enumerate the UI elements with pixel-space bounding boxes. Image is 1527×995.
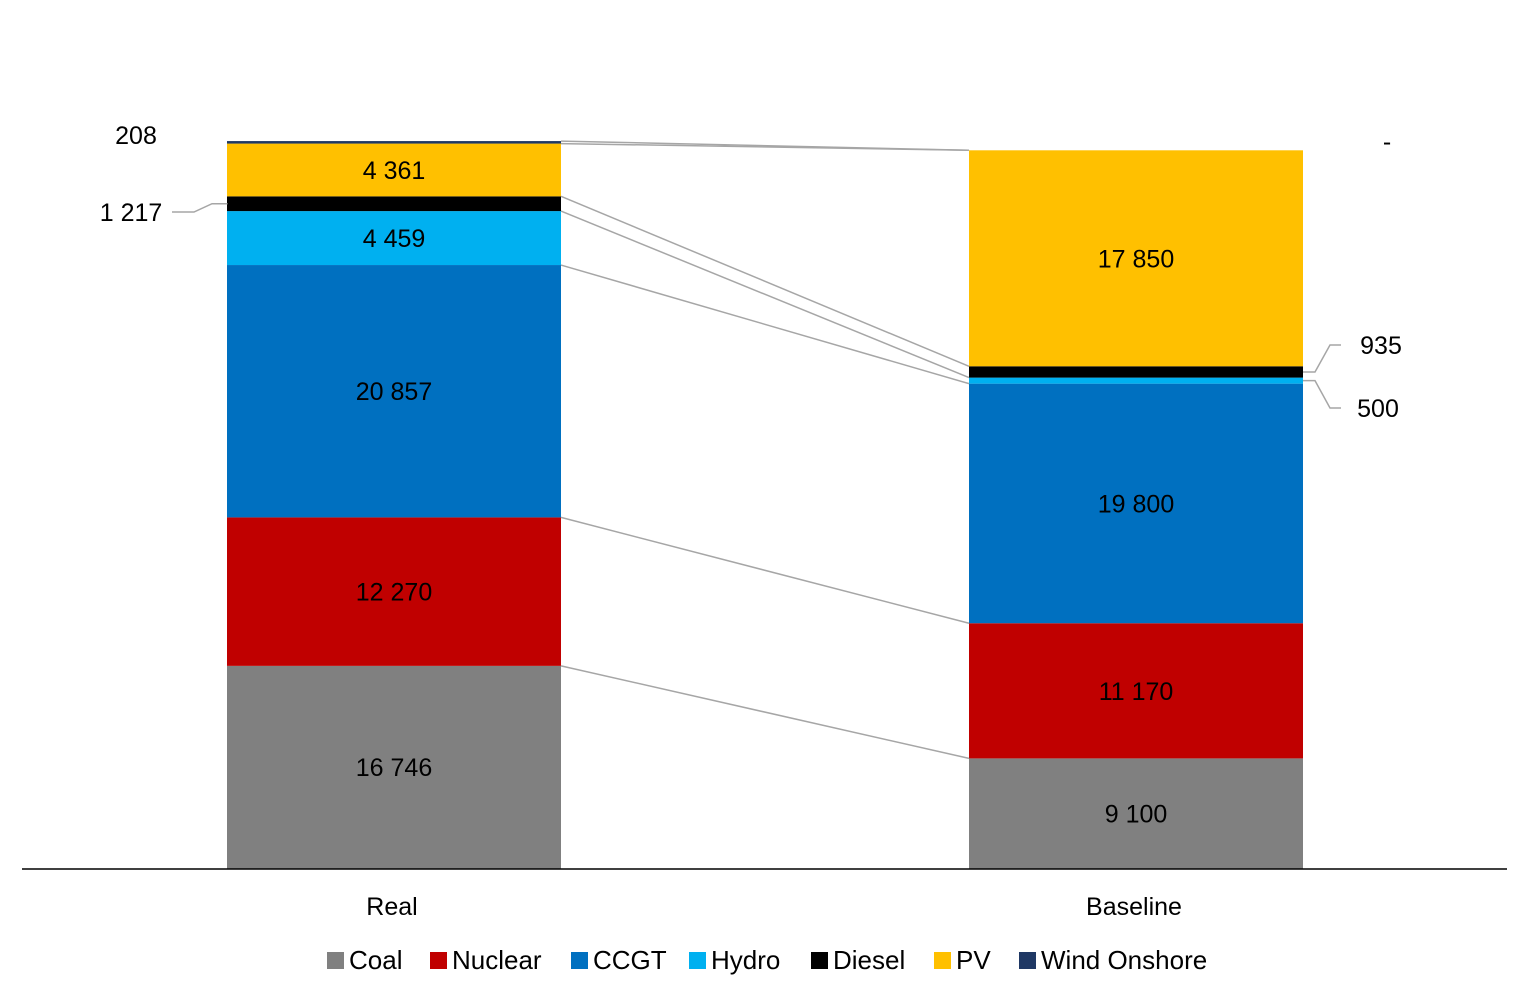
category-label-baseline: Baseline (1086, 893, 1182, 921)
label-baseline-pv: 17 850 (1098, 245, 1174, 273)
legend: Coal Nuclear CCGT Hydro Diesel PV Wind Onshore (327, 945, 1207, 975)
bar-baseline-diesel (969, 366, 1303, 378)
legend-swatch-wind-onshore (1019, 952, 1036, 969)
bar-baseline-coal (969, 758, 1303, 869)
bar-real-hydro (227, 211, 561, 266)
leader-baseline-diesel (1303, 344, 1341, 373)
bar-baseline-ccgt (969, 383, 1303, 624)
connector-coal (560, 665, 970, 760)
label-real-diesel: 1 217 (100, 199, 163, 227)
connector-wind-onshore (560, 140, 970, 152)
legend-swatch-nuclear (430, 952, 447, 969)
bar-real-pv (227, 143, 561, 197)
label-baseline-diesel: 935 (1360, 332, 1402, 360)
bar-real-ccgt (227, 265, 561, 518)
legend-swatch-coal (327, 952, 344, 969)
bar-real-diesel (227, 196, 561, 212)
label-baseline-hydro: 500 (1357, 395, 1399, 423)
bar-baseline-hydro (969, 377, 1303, 384)
legend-label-hydro: Hydro (711, 945, 780, 975)
label-real-hydro: 4 459 (363, 225, 426, 253)
connector-ccgt (560, 264, 970, 385)
leader-real-diesel (172, 202, 228, 213)
connector-diesel (560, 195, 970, 367)
legend-label-pv: PV (956, 945, 991, 975)
data-labels: 16 746 12 270 20 857 4 459 1 217 4 361 208 9 10… (100, 122, 1402, 828)
category-label-real: Real (366, 893, 417, 921)
label-baseline-coal: 9 100 (1105, 800, 1168, 828)
bar-real-nuclear (227, 517, 561, 666)
bars (227, 141, 1303, 869)
label-real-coal: 16 746 (356, 754, 432, 782)
legend-label-wind-onshore: Wind Onshore (1041, 945, 1207, 975)
leader-baseline-hydro (1303, 379, 1341, 409)
legend-swatch-hydro (689, 952, 706, 969)
label-real-pv: 4 361 (363, 157, 426, 185)
label-real-nuclear: 12 270 (356, 579, 432, 607)
label-baseline-nuclear: 11 170 (1099, 678, 1174, 706)
bar-real-coal (227, 665, 561, 869)
legend-label-ccgt: CCGT (593, 945, 667, 975)
label-baseline-wind-onshore: - (1383, 128, 1391, 156)
label-real-wind-onshore: 208 (115, 122, 157, 150)
label-baseline-ccgt: 19 800 (1098, 490, 1174, 518)
connector-nuclear (560, 516, 970, 624)
legend-label-nuclear: Nuclear (452, 945, 542, 975)
bar-baseline-pv (969, 150, 1303, 367)
bar-baseline-nuclear (969, 623, 1303, 759)
bar-real-wind-onshore (227, 141, 561, 144)
legend-swatch-pv (934, 952, 951, 969)
connector-hydro (560, 210, 970, 379)
legend-swatch-diesel (811, 952, 828, 969)
legend-label-diesel: Diesel (833, 945, 905, 975)
legend-swatch-ccgt (571, 952, 588, 969)
category-labels: Real Baseline (366, 893, 1182, 921)
legend-label-coal: Coal (349, 945, 402, 975)
label-real-ccgt: 20 857 (356, 378, 432, 406)
connector-lines (560, 140, 970, 760)
